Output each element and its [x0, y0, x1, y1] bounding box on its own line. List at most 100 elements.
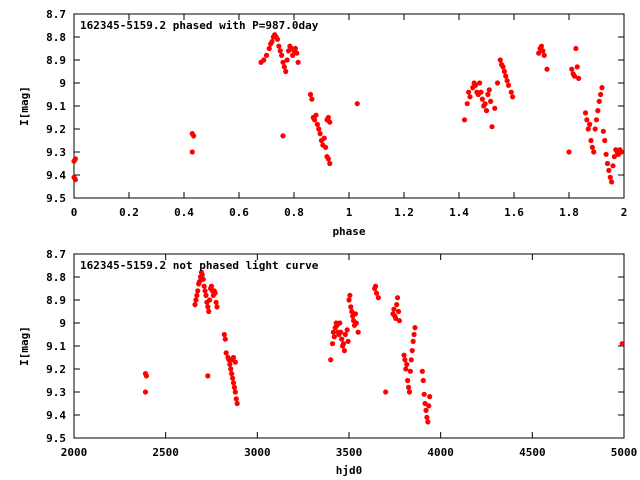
phased-data-point [538, 43, 545, 49]
phased-data-point [609, 179, 615, 185]
phased-data-point [316, 126, 322, 132]
phased-data-point [292, 45, 298, 52]
phased-data-point [483, 108, 490, 114]
phased-data-point [277, 48, 283, 54]
phased-data-point [191, 133, 197, 139]
phased-data-point [354, 101, 360, 107]
unphased-data-point [355, 329, 361, 335]
unphased-y-tick-label: 8.8 [46, 271, 66, 284]
unphased-y-ticks: 8.7 8.8 8.9 9 9.1 9.2 9.3 9.4 9.5 [46, 248, 624, 445]
unphased-data-point [205, 304, 211, 310]
phased-data-point [261, 57, 267, 63]
unphased-data-point [352, 311, 359, 317]
unphased-data-point [406, 389, 413, 395]
unphased-data-point [229, 371, 235, 377]
unphased-data-point [221, 331, 227, 338]
phased-x-tick-label: 1.2 [394, 206, 414, 219]
phased-data-point [602, 137, 608, 144]
unphased-data-point [425, 419, 431, 425]
phased-data-point [464, 101, 470, 107]
phased-y-axis-label: I[mag] [18, 86, 31, 126]
phased-data-point [571, 73, 578, 79]
unphased-data-point [207, 297, 213, 303]
phased-y-tick-label: 9.4 [46, 169, 66, 182]
phased-data-point [274, 36, 281, 42]
phased-data-point [607, 174, 613, 180]
phased-data-point [573, 45, 579, 52]
phased-data-point [569, 66, 575, 72]
unphased-data-point [411, 331, 417, 338]
unphased-y-tick-label: 9.1 [46, 340, 66, 353]
phased-data-point [585, 126, 591, 132]
unphased-data-point [330, 329, 337, 335]
unphased-data-point [426, 403, 432, 409]
phased-data-point [324, 117, 330, 123]
phased-data-point [595, 108, 601, 114]
unphased-y-tick-label: 9.4 [46, 409, 66, 422]
phased-data-point [610, 163, 616, 169]
unphased-data-point [338, 329, 344, 335]
phased-data-point [587, 121, 593, 127]
unphased-y-axis-label: I[mag] [18, 326, 31, 366]
phased-data-point [566, 149, 572, 155]
phased-data-point [482, 101, 488, 107]
unphased-data-point [402, 357, 408, 363]
unphased-data-point [234, 400, 240, 407]
unphased-data-point [228, 366, 234, 372]
phased-data-point [276, 43, 282, 49]
phased-data-point [280, 133, 286, 139]
unphased-data-point [212, 290, 218, 296]
unphased-data-point [341, 348, 348, 354]
phased-data-point [472, 82, 479, 88]
phased-data-point [536, 50, 542, 56]
phased-y-tick-label: 8.8 [46, 31, 66, 44]
phased-data-point [72, 156, 78, 162]
phased-data-point [477, 80, 483, 86]
phased-x-tick-label: 1.8 [559, 206, 579, 219]
unphased-data-point [420, 377, 426, 384]
phased-x-tick-label: 2 [621, 206, 628, 219]
phased-y-tick-label: 9.2 [46, 123, 66, 136]
unphased-data-point [407, 368, 414, 374]
phased-data-point [314, 121, 320, 127]
phased-data-point [596, 98, 602, 104]
unphased-data-point [373, 290, 380, 296]
unphased-data-point [419, 368, 425, 374]
unphased-data-point [233, 396, 239, 402]
phased-data-point [486, 87, 492, 93]
phased-x-ticks: 0 0.2 0.4 0.6 0.8 1 1.2 1.4 1.6 1.8 2 [71, 14, 628, 219]
unphased-data-point [199, 272, 205, 278]
phased-data-point [588, 137, 594, 144]
unphased-data-point [200, 276, 206, 282]
phased-data-point [489, 124, 495, 130]
unphased-data-point [203, 292, 209, 298]
phased-data-point [599, 85, 605, 91]
phased-data-point [312, 117, 318, 123]
unphased-data-point [202, 288, 208, 294]
phased-y-tick-label: 9.1 [46, 100, 66, 113]
phased-data-point [266, 45, 272, 52]
unphased-data-point [329, 341, 336, 347]
unphased-data-point [391, 306, 397, 312]
unphased-x-tick-label: 4500 [519, 446, 546, 459]
unphased-data-point [232, 389, 238, 395]
unphased-x-ticks: 2000 2500 3000 3500 4000 4500 5000 [61, 254, 637, 459]
phased-data-point [279, 52, 285, 59]
phased-data-point [492, 105, 498, 111]
unphased-data-point [214, 304, 220, 310]
phased-data-point [72, 177, 78, 183]
unphased-data-point [223, 350, 229, 356]
phased-data-point [295, 59, 301, 65]
phased-chart-title: 162345-5159.2 phased with P=987.0day [80, 19, 319, 32]
phased-data-point [606, 167, 612, 173]
unphased-y-tick-label: 9.3 [46, 386, 66, 399]
phased-data-point [494, 80, 501, 86]
phased-data-point [582, 110, 589, 116]
phased-data-point [269, 39, 275, 45]
phased-data-point [618, 149, 624, 155]
phased-data-point [603, 151, 609, 157]
phased-data-point [307, 91, 314, 98]
phased-data-point [600, 128, 606, 134]
phased-x-tick-label: 0.8 [284, 206, 304, 219]
phased-x-tick-label: 1 [346, 206, 353, 219]
